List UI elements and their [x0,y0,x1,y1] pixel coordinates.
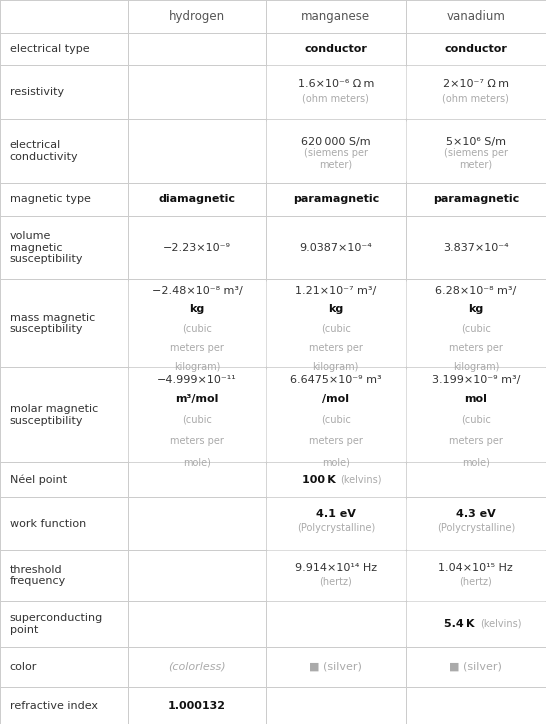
Text: −2.23×10⁻⁹: −2.23×10⁻⁹ [163,243,231,253]
Text: 5.4 K: 5.4 K [444,619,474,629]
Text: mole): mole) [462,457,490,467]
Text: threshold
frequency: threshold frequency [10,565,66,586]
Text: (ohm meters): (ohm meters) [302,94,369,104]
Bar [407,67,545,118]
Text: 6.6475×10⁻⁹ m³: 6.6475×10⁻⁹ m³ [290,375,382,385]
Bar [267,281,405,366]
Text: 100 K: 100 K [302,475,336,485]
Bar [267,369,405,460]
Bar [129,281,265,366]
Text: (Polycrystalline): (Polycrystalline) [437,523,515,534]
Text: (cubic: (cubic [321,323,351,333]
Bar [267,463,405,496]
Text: ■ (silver): ■ (silver) [449,662,502,672]
Text: meters per: meters per [309,436,363,446]
Text: meters per: meters per [170,436,224,446]
Text: conductor: conductor [444,44,507,54]
Text: (cubic: (cubic [461,415,491,425]
Bar [407,602,545,645]
Text: mol: mol [465,394,487,404]
Text: (cubic: (cubic [182,323,212,333]
Text: −4.999×10⁻¹¹: −4.999×10⁻¹¹ [157,375,237,385]
Text: /mol: /mol [322,394,349,404]
Text: kg: kg [468,303,483,313]
Bar [267,499,405,549]
Text: color: color [10,662,37,672]
Text: kg: kg [189,303,205,313]
Bar [407,369,545,460]
Bar [407,552,545,599]
Text: 4.1 eV: 4.1 eV [316,509,356,519]
Text: 5×10⁶ S/m: 5×10⁶ S/m [446,137,506,147]
Bar [407,499,545,549]
Text: meters per: meters per [449,436,503,446]
Text: 2×10⁻⁷ Ω m: 2×10⁻⁷ Ω m [443,79,509,89]
Text: manganese: manganese [301,10,370,23]
Bar [267,552,405,599]
Text: kilogram): kilogram) [313,362,359,372]
Text: (cubic: (cubic [321,415,351,425]
Text: molar magnetic
susceptibility: molar magnetic susceptibility [10,404,98,426]
Bar [267,67,405,118]
Text: −2.48×10⁻⁸ m³/: −2.48×10⁻⁸ m³/ [152,286,242,296]
Text: mole): mole) [183,457,211,467]
Text: (Polycrystalline): (Polycrystalline) [296,523,375,534]
Text: resistivity: resistivity [10,88,64,97]
Text: (cubic: (cubic [461,323,491,333]
Text: paramagnetic: paramagnetic [433,195,519,204]
Text: magnetic type: magnetic type [10,195,91,204]
Text: 4.3 eV: 4.3 eV [456,509,496,519]
Bar [129,369,265,460]
Text: meters per: meters per [170,342,224,353]
Text: 1.6×10⁻⁶ Ω m: 1.6×10⁻⁶ Ω m [298,79,374,89]
Text: meters per: meters per [309,342,363,353]
Text: 3.837×10⁻⁴: 3.837×10⁻⁴ [443,243,509,253]
Text: (colorless): (colorless) [168,662,226,672]
Text: (ohm meters): (ohm meters) [442,94,509,104]
Text: vanadium: vanadium [447,10,505,23]
Bar [407,121,545,181]
Bar [267,121,405,181]
Text: (kelvins): (kelvins) [340,475,382,485]
Text: 3.199×10⁻⁹ m³/: 3.199×10⁻⁹ m³/ [432,375,520,385]
Text: kg: kg [328,303,343,313]
Text: 620 000 S/m: 620 000 S/m [301,137,371,147]
Text: hydrogen: hydrogen [169,10,225,23]
Text: (siemens per
meter): (siemens per meter) [444,148,508,169]
Text: electrical
conductivity: electrical conductivity [10,140,79,162]
Text: 9.0387×10⁻⁴: 9.0387×10⁻⁴ [299,243,372,253]
Text: paramagnetic: paramagnetic [293,195,379,204]
Text: 1.000132: 1.000132 [168,701,226,710]
Text: conductor: conductor [304,44,367,54]
Text: superconducting
point: superconducting point [10,613,103,635]
Text: (hertz): (hertz) [460,576,492,586]
Text: (kelvins): (kelvins) [480,619,522,629]
Text: 1.21×10⁻⁷ m³/: 1.21×10⁻⁷ m³/ [295,286,376,296]
Text: 6.28×10⁻⁸ m³/: 6.28×10⁻⁸ m³/ [435,286,517,296]
Text: 1.04×10¹⁵ Hz: 1.04×10¹⁵ Hz [438,563,513,573]
Text: diamagnetic: diamagnetic [158,195,236,204]
Text: (hertz): (hertz) [319,576,352,586]
Text: volume
magnetic
susceptibility: volume magnetic susceptibility [10,231,84,264]
Text: m³/mol: m³/mol [175,394,219,404]
Text: Néel point: Néel point [10,474,67,485]
Text: 9.914×10¹⁴ Hz: 9.914×10¹⁴ Hz [295,563,377,573]
Text: mass magnetic
susceptibility: mass magnetic susceptibility [10,313,95,334]
Text: electrical type: electrical type [10,44,90,54]
Text: (siemens per
meter): (siemens per meter) [304,148,368,169]
Text: kilogram): kilogram) [453,362,499,372]
Text: meters per: meters per [449,342,503,353]
Text: work function: work function [10,518,86,529]
Text: mole): mole) [322,457,350,467]
Text: (cubic: (cubic [182,415,212,425]
Text: kilogram): kilogram) [174,362,220,372]
Text: refractive index: refractive index [10,701,98,710]
Bar [407,281,545,366]
Text: ■ (silver): ■ (silver) [310,662,362,672]
